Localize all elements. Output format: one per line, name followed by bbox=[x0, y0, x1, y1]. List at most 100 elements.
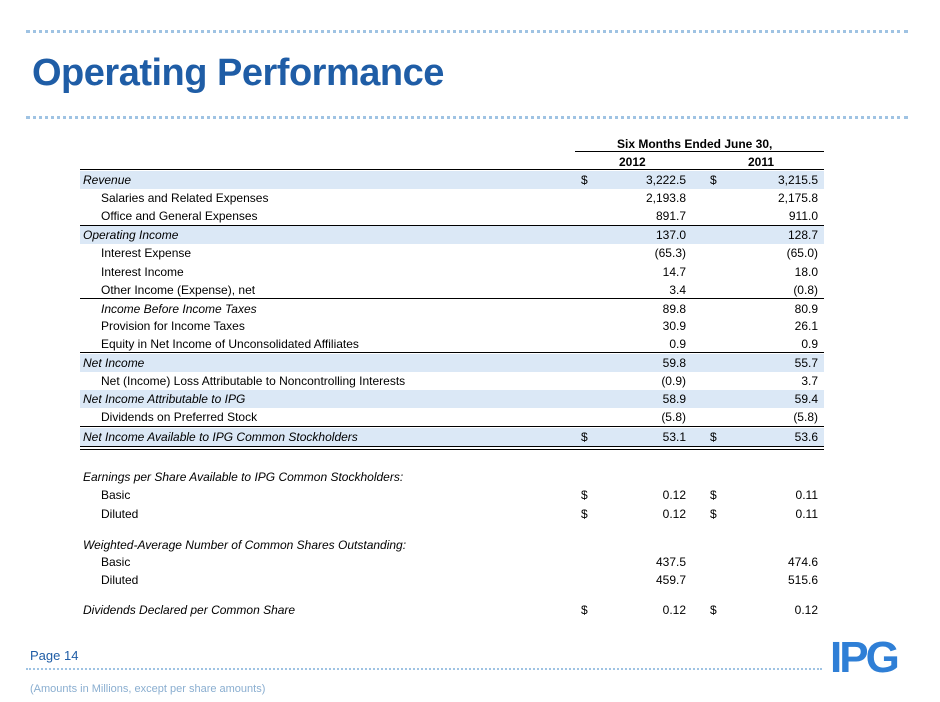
value-2011: 80.9 bbox=[794, 302, 818, 316]
value-2012: 891.7 bbox=[655, 209, 686, 223]
row-label: Equity in Net Income of Unconsolidated A… bbox=[101, 337, 359, 351]
row-label: Net (Income) Loss Attributable to Noncon… bbox=[101, 374, 406, 388]
table-row-eps-diluted: Diluted $ 0.12 $ 0.11 bbox=[80, 505, 824, 523]
value-2011: (65.0) bbox=[786, 246, 818, 260]
value-2011: 0.11 bbox=[795, 488, 818, 502]
table-row-salaries: Salaries and Related Expenses 2,193.8 2,… bbox=[80, 189, 824, 207]
currency-symbol: $ bbox=[581, 603, 588, 617]
table-row-shares-diluted: Diluted 459.7 515.6 bbox=[80, 571, 824, 589]
table-row-operating-income: Operating Income 137.0 128.7 bbox=[80, 226, 824, 244]
ipg-logo-text: IPG bbox=[830, 636, 898, 676]
value-2012: (65.3) bbox=[654, 246, 686, 260]
table-row-net-income-common: Net Income Available to IPG Common Stock… bbox=[80, 428, 824, 446]
value-2011: 0.12 bbox=[794, 603, 818, 617]
value-2011: 3.7 bbox=[801, 374, 818, 388]
table-row-shares-basic: Basic 437.5 474.6 bbox=[80, 553, 824, 571]
value-2012: 437.5 bbox=[655, 555, 686, 569]
row-rule bbox=[80, 298, 824, 299]
value-2012: 3.4 bbox=[669, 283, 686, 297]
value-2012: 0.12 bbox=[662, 488, 686, 502]
value-2012: 2,193.8 bbox=[645, 191, 686, 205]
period-header-rule bbox=[575, 151, 824, 152]
row-label: Net Income Available to IPG Common Stock… bbox=[83, 430, 358, 444]
value-2011: 3,215.5 bbox=[777, 173, 818, 187]
currency-symbol: $ bbox=[581, 507, 588, 521]
ipg-logo: IPG bbox=[830, 636, 901, 676]
table-row-preferred-dividends: Dividends on Preferred Stock (5.8) (5.8) bbox=[80, 408, 824, 426]
value-2011: (5.8) bbox=[793, 410, 818, 424]
col-2012-header: 2012 bbox=[619, 155, 646, 169]
value-2012: 0.12 bbox=[662, 603, 686, 617]
value-2012: 137.0 bbox=[655, 228, 686, 242]
value-2012: 3,222.5 bbox=[645, 173, 686, 187]
page-number: Page 14 bbox=[30, 648, 79, 663]
double-rule-bottom bbox=[80, 449, 824, 450]
value-2012: 14.7 bbox=[662, 265, 686, 279]
row-label: Salaries and Related Expenses bbox=[101, 191, 269, 205]
value-2011: 128.7 bbox=[787, 228, 818, 242]
row-label: Provision for Income Taxes bbox=[101, 319, 245, 333]
title-dotted-rule bbox=[26, 116, 908, 119]
table-row-noncontrolling: Net (Income) Loss Attributable to Noncon… bbox=[80, 372, 824, 390]
table-row-income-before-taxes: Income Before Income Taxes 89.8 80.9 bbox=[80, 300, 824, 318]
value-2012: 89.8 bbox=[662, 302, 686, 316]
row-label: Net Income bbox=[83, 356, 145, 370]
period-header: Six Months Ended June 30, bbox=[617, 137, 773, 151]
currency-symbol: $ bbox=[710, 488, 717, 502]
table-row-net-income-ipg: Net Income Attributable to IPG 58.9 59.4 bbox=[80, 390, 824, 408]
table-row-other-income: Other Income (Expense), net 3.4 (0.8) bbox=[80, 281, 824, 299]
row-rule bbox=[80, 352, 824, 353]
row-rule bbox=[80, 225, 824, 226]
value-2012: 30.9 bbox=[662, 319, 686, 333]
shares-section-header: Weighted-Average Number of Common Shares… bbox=[83, 538, 407, 552]
value-2012: 53.1 bbox=[662, 430, 686, 444]
row-rule bbox=[80, 426, 824, 427]
value-2011: 53.6 bbox=[794, 430, 818, 444]
row-label: Office and General Expenses bbox=[101, 209, 258, 223]
currency-symbol: $ bbox=[581, 488, 588, 502]
currency-symbol: $ bbox=[710, 603, 717, 617]
top-dotted-rule bbox=[26, 30, 908, 33]
table-row-revenue: Revenue $ 3,222.5 $ 3,215.5 bbox=[80, 171, 824, 189]
value-2012: 0.12 bbox=[662, 507, 686, 521]
value-2012: (0.9) bbox=[661, 374, 686, 388]
table-row-eps-basic: Basic $ 0.12 $ 0.11 bbox=[80, 486, 824, 504]
value-2012: (5.8) bbox=[661, 410, 686, 424]
value-2011: 0.11 bbox=[795, 507, 818, 521]
value-2012: 58.9 bbox=[662, 392, 686, 406]
value-2012: 0.9 bbox=[669, 337, 686, 351]
row-label: Operating Income bbox=[83, 228, 179, 242]
currency-symbol: $ bbox=[581, 430, 588, 444]
table-row-interest-income: Interest Income 14.7 18.0 bbox=[80, 263, 824, 281]
value-2011: 0.9 bbox=[801, 337, 818, 351]
row-label: Basic bbox=[101, 488, 131, 502]
value-2011: 515.6 bbox=[787, 573, 818, 587]
table-row-interest-expense: Interest Expense (65.3) (65.0) bbox=[80, 244, 824, 262]
table-row-office-general: Office and General Expenses 891.7 911.0 bbox=[80, 207, 824, 225]
col-2011-header: 2011 bbox=[748, 155, 775, 169]
row-label: Revenue bbox=[83, 173, 132, 187]
table-row-equity-income: Equity in Net Income of Unconsolidated A… bbox=[80, 335, 824, 353]
value-2011: 18.0 bbox=[794, 265, 818, 279]
value-2011: 55.7 bbox=[794, 356, 818, 370]
row-label: Net Income Attributable to IPG bbox=[83, 392, 246, 406]
row-label: Interest Expense bbox=[101, 246, 192, 260]
row-label: Other Income (Expense), net bbox=[101, 283, 256, 297]
eps-section-header: Earnings per Share Available to IPG Comm… bbox=[83, 470, 404, 484]
row-label: Basic bbox=[101, 555, 131, 569]
currency-symbol: $ bbox=[710, 430, 717, 444]
footer-dotted-rule bbox=[26, 668, 822, 670]
row-label: Dividends on Preferred Stock bbox=[101, 410, 258, 424]
row-label: Income Before Income Taxes bbox=[101, 302, 257, 316]
currency-symbol: $ bbox=[710, 173, 717, 187]
column-header-rule bbox=[80, 169, 824, 170]
amounts-footnote: (Amounts in Millions, except per share a… bbox=[30, 683, 266, 695]
row-label: Interest Income bbox=[101, 265, 184, 279]
page-title: Operating Performance bbox=[32, 52, 444, 94]
value-2011: 26.1 bbox=[794, 319, 818, 333]
value-2011: 2,175.8 bbox=[777, 191, 818, 205]
value-2012: 59.8 bbox=[662, 356, 686, 370]
value-2012: 459.7 bbox=[655, 573, 686, 587]
row-label: Diluted bbox=[101, 573, 139, 587]
table-row-dividends-declared: Dividends Declared per Common Share $ 0.… bbox=[80, 601, 824, 619]
